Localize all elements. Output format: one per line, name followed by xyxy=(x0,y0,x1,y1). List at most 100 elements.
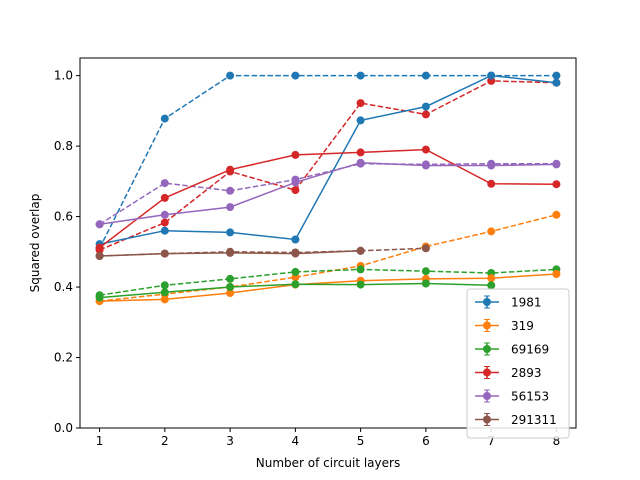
legend-marker-291311 xyxy=(483,415,491,424)
series-1981-dashed-point xyxy=(226,71,235,80)
series-2893-solid-point xyxy=(356,148,365,157)
x-tick-label: 7 xyxy=(487,434,495,448)
series-2893-solid-point xyxy=(160,193,169,202)
series-319-solid-point xyxy=(552,270,561,278)
series-2893-solid-point xyxy=(487,179,496,188)
series-1981-solid-point xyxy=(160,226,169,235)
series-56153-solid-point xyxy=(421,161,430,170)
y-tick-label: 0.8 xyxy=(54,139,73,153)
legend-label-2893: 2893 xyxy=(511,366,542,380)
series-1981-dashed-point xyxy=(160,114,169,123)
series-319-solid-point xyxy=(487,274,496,283)
series-291311-dashed-line xyxy=(99,247,426,257)
legend-label-291311: 291311 xyxy=(511,413,557,427)
series-56153-solid-point xyxy=(552,160,561,169)
legend-label-56153: 56153 xyxy=(511,390,549,404)
x-tick-label: 8 xyxy=(553,434,561,448)
series-56153-solid-point xyxy=(356,158,365,167)
series-69169-solid-point xyxy=(487,281,496,290)
x-axis-label: Number of circuit layers xyxy=(256,456,400,470)
series-69169-dashed-point xyxy=(356,265,365,274)
x-tick-label: 2 xyxy=(161,434,169,448)
legend-label-1981: 1981 xyxy=(511,296,542,310)
series-56153-solid-point xyxy=(95,220,104,229)
legend-marker-1981 xyxy=(483,298,491,306)
series-2893-solid-point xyxy=(291,150,300,159)
x-axis-ticks: 1 2 3 4 5 6 7 8 xyxy=(96,428,560,448)
legend-marker-319 xyxy=(483,321,491,330)
series-1981-solid-point xyxy=(421,102,430,111)
series-291311-solid-point xyxy=(356,246,365,255)
series-1981-dashed-point xyxy=(356,71,365,80)
legend-label-69169: 69169 xyxy=(511,343,549,357)
series-69169-solid-point xyxy=(95,293,104,302)
series-69169-dashed-point xyxy=(226,274,235,283)
legend-label-319: 319 xyxy=(511,319,534,333)
series-319-dashed-point xyxy=(552,210,561,219)
series-69169-solid-point xyxy=(291,280,300,289)
series-56153-solid-point xyxy=(291,178,300,187)
series-56153-dashed-point xyxy=(160,179,169,188)
series-1981-dashed-point xyxy=(421,71,430,80)
series-1981-dashed-line xyxy=(98,74,557,249)
y-tick-label: 0.6 xyxy=(54,210,73,224)
series-69169-solid-point xyxy=(356,280,365,289)
series-56153-solid-point xyxy=(487,161,496,170)
legend-marker-56153 xyxy=(483,392,491,400)
series-291311-solid-point xyxy=(226,248,235,257)
series-319-solid-point xyxy=(160,295,169,304)
series-2893-dashed-point xyxy=(421,110,430,119)
series-1981-solid-point xyxy=(552,78,561,87)
series-1981-dashed-point xyxy=(552,71,561,80)
series-1981-solid-line xyxy=(99,74,557,245)
y-axis-ticks: 0.0 0.2 0.4 0.6 0.8 1.0 xyxy=(54,69,80,435)
legend-marker-69169 xyxy=(483,345,491,353)
series-2893-dashed-point xyxy=(356,99,365,108)
series-69169-dashed-point xyxy=(291,267,300,276)
series-1981-dashed-point xyxy=(291,71,300,80)
series-56153-solid-point xyxy=(160,210,169,219)
y-tick-label: 0.0 xyxy=(54,421,73,435)
series-2893-solid-point xyxy=(226,165,235,174)
series-69169-solid-point xyxy=(160,288,169,297)
series-1981-solid-point xyxy=(487,71,496,80)
series-2893-dashed-point xyxy=(160,218,169,227)
legend-marker-2893 xyxy=(483,368,491,377)
plot-area xyxy=(95,71,561,306)
series-319-dashed-point xyxy=(487,227,496,236)
y-tick-label: 0.4 xyxy=(54,280,73,294)
series-2893-solid-point xyxy=(552,180,561,189)
x-tick-label: 4 xyxy=(292,434,300,448)
y-tick-label: 0.2 xyxy=(54,351,73,365)
series-319-solid-line xyxy=(99,273,557,302)
x-tick-label: 6 xyxy=(422,434,430,448)
series-319-dashed-line xyxy=(99,214,557,302)
series-56153-dashed-line xyxy=(99,162,557,225)
x-tick-label: 3 xyxy=(226,434,234,448)
series-69169-solid-point xyxy=(421,279,430,288)
series-2893-solid-point xyxy=(95,243,104,252)
series-69169-dashed-point xyxy=(160,281,169,290)
x-tick-label: 5 xyxy=(357,434,365,448)
series-56153-solid-line xyxy=(99,161,557,226)
series-2893-dashed-point xyxy=(291,186,300,195)
series-291311-solid-point xyxy=(291,249,300,258)
series-291311-dashed-point xyxy=(421,244,430,253)
series-291311-solid-point xyxy=(160,249,169,258)
series-2893-solid-line xyxy=(99,148,557,249)
series-56153-dashed-point xyxy=(226,186,235,195)
series-319-solid-point xyxy=(226,289,235,297)
series-69169-dashed-line xyxy=(99,268,557,296)
series-69169-dashed-point xyxy=(421,267,430,276)
series-2893-solid-point xyxy=(421,145,430,154)
series-1981-solid-point xyxy=(356,116,365,125)
series-291311-solid-point xyxy=(95,252,104,260)
y-axis-label: Squared overlap xyxy=(28,194,42,293)
series-56153-solid-point xyxy=(226,203,235,212)
axes-frame xyxy=(79,57,577,429)
legend: 1981 319 69169 2893 56153 291311 xyxy=(466,288,570,439)
series-1981-solid-point xyxy=(291,235,300,244)
series-1981-solid-point xyxy=(226,228,235,237)
series-69169-solid-point xyxy=(226,283,235,291)
